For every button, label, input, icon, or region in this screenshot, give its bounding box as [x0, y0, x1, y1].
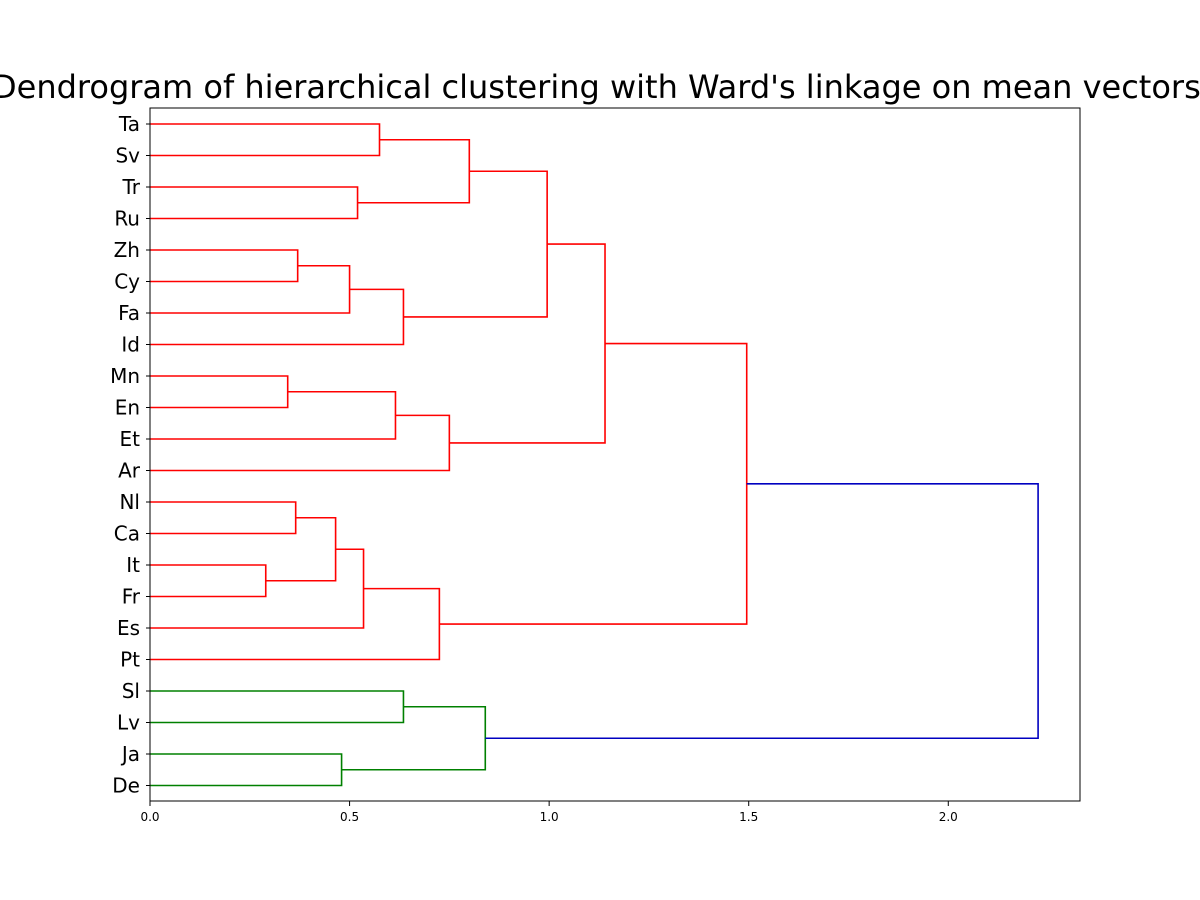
- leaf-label-sl: Sl: [122, 679, 140, 703]
- dendrogram-link-6: [150, 288, 405, 346]
- x-tick-label: 0.5: [340, 810, 359, 824]
- dendrogram-link-12: [150, 501, 297, 535]
- dendrogram-link-3: [357, 138, 471, 204]
- leaf-label-et: Et: [120, 427, 141, 451]
- plot-frame: [149, 107, 1081, 802]
- x-tick-label: 2.0: [939, 810, 958, 824]
- leaf-label-nl: Nl: [119, 490, 140, 514]
- dendrogram-link-1: [150, 123, 381, 157]
- leaf-label-ja: Ja: [120, 742, 140, 766]
- leaf-label-en: En: [115, 396, 140, 420]
- dendrogram-link-10: [150, 414, 451, 472]
- dendrogram-link-16: [150, 587, 441, 661]
- dendrogram-link-19: [150, 753, 343, 787]
- dendrogram-link-9: [150, 390, 397, 440]
- leaf-label-fr: Fr: [122, 585, 141, 609]
- dendrogram-link-2: [150, 186, 359, 220]
- dendrogram-link-20: [341, 705, 487, 771]
- leaf-label-ru: Ru: [114, 207, 140, 231]
- dendrogram-link-21: [485, 482, 1039, 740]
- leaf-label-zh: Zh: [114, 238, 140, 262]
- leaf-label-mn: Mn: [110, 364, 140, 388]
- leaf-label-cy: Cy: [114, 270, 140, 294]
- dendrogram-link-4: [150, 249, 299, 283]
- leaf-label-it: It: [126, 553, 140, 577]
- dendrogram-link-13: [150, 564, 267, 598]
- leaf-label-tr: Tr: [122, 175, 141, 199]
- chart-title-text: Dendrogram of hierarchical clustering wi…: [0, 68, 1200, 106]
- chart-title: Dendrogram of hierarchical clustering wi…: [0, 68, 1200, 112]
- dendrogram-link-18: [150, 690, 405, 724]
- dendrogram-link-8: [150, 375, 289, 409]
- dendrogram-link-17: [439, 342, 748, 625]
- leaf-label-pt: Pt: [120, 648, 140, 672]
- dendrogram-link-7: [403, 170, 548, 318]
- x-tick-label: 1.5: [739, 810, 758, 824]
- dendrogram-link-11: [449, 243, 606, 444]
- leaf-label-id: Id: [121, 333, 140, 357]
- x-axis: 0.0 0.5 1.0 1.5 2.0: [140, 801, 958, 824]
- leaf-labels: Ta Sv Tr Ru Zh Cy Fa Id Mn En Et Ar Nl Ca It Fr Es Pt Sl Lv…: [110, 112, 150, 798]
- x-tick-label: 0.0: [140, 810, 159, 824]
- leaf-label-ca: Ca: [114, 522, 140, 546]
- x-tick-label: 1.0: [540, 810, 559, 824]
- leaf-label-fa: Fa: [118, 301, 140, 325]
- dendrogram-link-5: [150, 264, 351, 314]
- dendrogram-link-14: [265, 516, 337, 582]
- dendrogram-links: [150, 123, 1039, 787]
- leaf-label-lv: Lv: [117, 711, 140, 735]
- leaf-label-sv: Sv: [115, 144, 140, 168]
- leaf-label-ar: Ar: [118, 459, 141, 483]
- dendrogram-link-15: [150, 548, 365, 629]
- leaf-label-ta: Ta: [118, 112, 140, 136]
- leaf-label-de: De: [112, 774, 140, 798]
- leaf-label-es: Es: [117, 616, 140, 640]
